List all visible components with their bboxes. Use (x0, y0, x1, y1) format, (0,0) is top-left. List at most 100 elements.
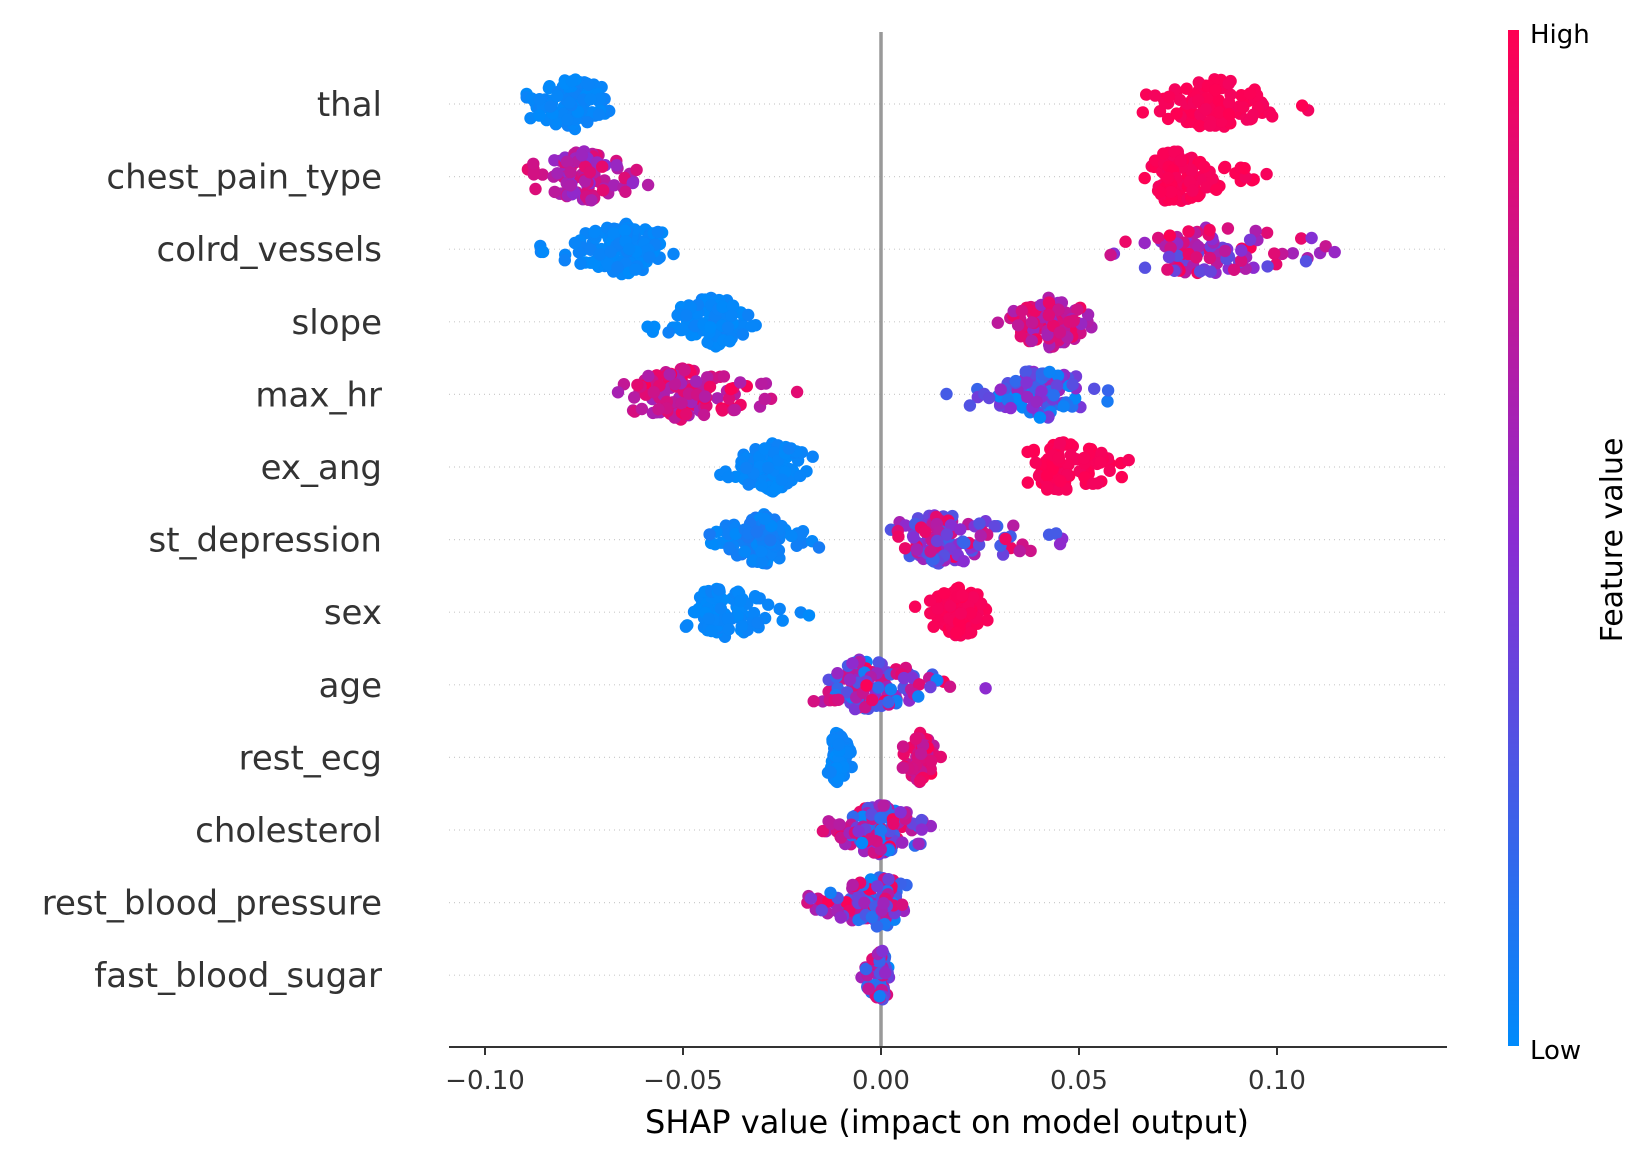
feature-label-max-hr: max_hr (255, 375, 382, 415)
x-axis-ticks: −0.10 −0.05 0.00 0.05 0.10 (445, 1047, 1306, 1096)
shap-point (1138, 261, 1152, 274)
shap-point (846, 878, 859, 892)
shap-point (593, 92, 607, 106)
shap-point (705, 624, 718, 638)
shap-point (1222, 77, 1236, 91)
shap-point (925, 754, 938, 768)
shap-point (610, 159, 623, 172)
shap-point (934, 750, 947, 764)
shap-point (1296, 99, 1309, 112)
shap-point (1077, 451, 1091, 465)
shap-point (647, 386, 660, 399)
shap-point (584, 93, 597, 106)
shap-point (1052, 451, 1066, 464)
shap-point (804, 892, 818, 905)
shap-point (1024, 544, 1037, 558)
shap-point (585, 194, 598, 207)
shap-point (794, 469, 807, 483)
shap-point (927, 620, 940, 633)
shap-point (776, 614, 789, 627)
shap-point (628, 391, 641, 404)
shap-point (1029, 456, 1042, 469)
shap-point (582, 78, 595, 92)
shap-point (1243, 233, 1257, 246)
shap-point (1237, 101, 1250, 114)
shap-point (533, 109, 546, 122)
shap-points (520, 73, 1341, 1006)
shap-point (840, 686, 854, 699)
shap-point (1054, 474, 1067, 488)
shap-point (815, 904, 828, 917)
shap-point (937, 587, 951, 600)
shap-point (884, 683, 897, 696)
shap-point (697, 408, 711, 422)
shap-point (785, 529, 798, 543)
shap-point (832, 738, 845, 751)
shap-point (1011, 319, 1025, 332)
shap-point (1154, 185, 1167, 199)
shap-point (775, 473, 788, 486)
shap-point (1161, 263, 1174, 276)
shap-point (560, 155, 574, 168)
shap-point (619, 185, 632, 198)
shap-point (758, 512, 771, 525)
shap-point (1021, 390, 1034, 404)
shap-point (1227, 263, 1241, 276)
shap-point (716, 300, 729, 314)
shap-point (668, 377, 682, 391)
shap-point (896, 740, 910, 753)
shap-point (601, 258, 615, 271)
shap-point (896, 761, 909, 774)
shap-point (618, 224, 631, 237)
shap-point (964, 607, 977, 620)
shap-point (991, 316, 1004, 329)
shap-point (908, 600, 922, 613)
shap-point (1161, 171, 1175, 185)
shap-point (551, 89, 564, 103)
feature-label-colrd-vessels: colrd_vessels (157, 230, 382, 270)
shap-point (533, 93, 546, 106)
shap-point (873, 990, 886, 1003)
feature-label-ex-ang: ex_ang (261, 448, 382, 488)
shap-point (848, 702, 862, 716)
shap-point (561, 113, 574, 127)
shap-point (872, 681, 885, 694)
shap-point (1168, 145, 1181, 158)
shap-point (1319, 240, 1332, 253)
shap-point (833, 818, 846, 831)
shap-point (812, 541, 826, 554)
shap-point (703, 380, 717, 393)
shap-point (1007, 519, 1020, 532)
colorbar (1508, 30, 1519, 1046)
shap-point (755, 555, 769, 568)
shap-point (1047, 389, 1061, 402)
shap-point (726, 299, 740, 313)
shap-point (641, 320, 654, 333)
shap-point (834, 911, 847, 924)
shap-point (1299, 255, 1313, 268)
shap-point (1249, 224, 1262, 238)
shap-point (874, 811, 887, 825)
shap-point (724, 382, 737, 396)
shap-point (740, 461, 753, 475)
shap-point (1067, 314, 1080, 327)
shap-point (1260, 226, 1274, 239)
shap-point (583, 166, 596, 179)
shap-point (723, 335, 736, 348)
shap-point (717, 370, 731, 383)
shap-point (548, 154, 561, 167)
shap-point (572, 246, 586, 259)
shap-point (652, 403, 665, 416)
shap-point (745, 320, 759, 333)
shap-point (527, 157, 540, 170)
shap-point (1057, 400, 1070, 413)
shap-point (930, 534, 944, 548)
shap-point (782, 442, 796, 455)
shap-point (642, 369, 655, 383)
shap-point (1243, 87, 1257, 100)
shap-point (758, 442, 771, 455)
shap-point (698, 390, 712, 403)
shap-point (944, 599, 957, 613)
shap-point (1015, 304, 1028, 318)
